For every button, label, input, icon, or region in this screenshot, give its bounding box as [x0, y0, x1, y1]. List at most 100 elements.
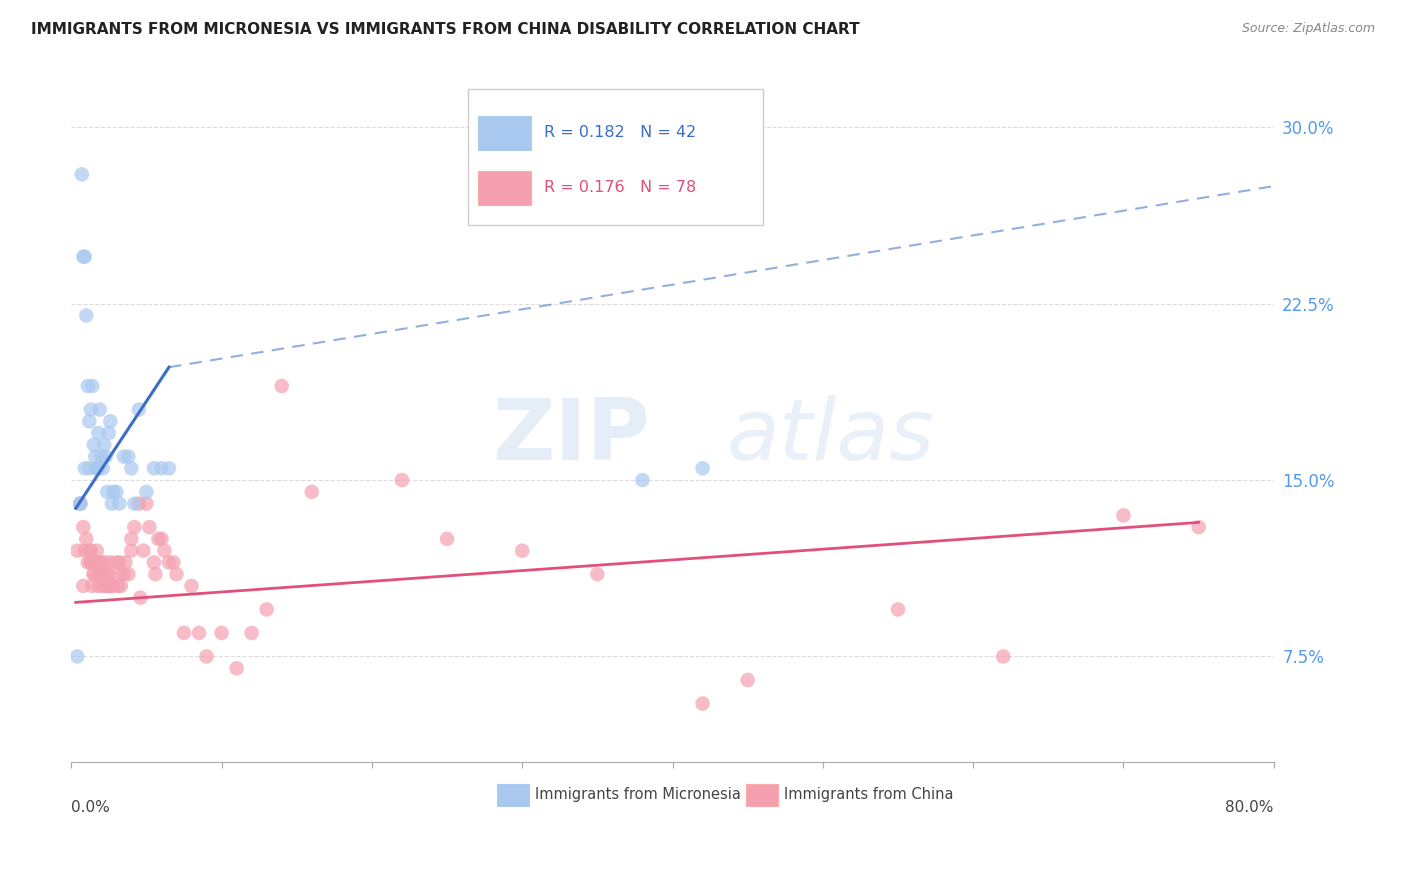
FancyBboxPatch shape [478, 116, 530, 150]
Text: Immigrants from Micronesia: Immigrants from Micronesia [536, 788, 741, 803]
Point [87, 461, 110, 475]
Point [103, 579, 125, 593]
Point [76, 555, 98, 569]
Point [93, 555, 115, 569]
Text: atlas: atlas [727, 395, 935, 478]
Point [101, 579, 124, 593]
Point [75, 532, 97, 546]
Point [108, 567, 131, 582]
Point [240, 626, 263, 640]
Point [110, 579, 132, 593]
Point [77, 414, 100, 428]
Point [101, 497, 124, 511]
Point [692, 697, 714, 711]
Point [69, 497, 91, 511]
Point [120, 543, 142, 558]
Point [72, 520, 94, 534]
Point [157, 461, 180, 475]
Point [150, 532, 173, 546]
Point [391, 473, 413, 487]
Point [86, 461, 108, 475]
Point [73, 250, 96, 264]
Point [148, 532, 170, 546]
Point [188, 626, 211, 640]
Point [301, 484, 323, 499]
Point [86, 461, 108, 475]
Point [89, 567, 111, 582]
Point [87, 579, 110, 593]
Point [80, 543, 103, 558]
Point [91, 579, 114, 593]
Point [114, 555, 136, 569]
Point [83, 567, 105, 582]
Point [211, 626, 233, 640]
Text: R = 0.182   N = 42: R = 0.182 N = 42 [544, 125, 696, 140]
Point [84, 555, 107, 569]
Point [737, 673, 759, 687]
Point [93, 567, 115, 582]
Point [90, 567, 112, 582]
Point [86, 543, 108, 558]
Point [586, 567, 609, 582]
Point [73, 461, 96, 475]
Point [129, 591, 152, 605]
Point [93, 438, 115, 452]
Point [80, 555, 103, 569]
Text: Source: ZipAtlas.com: Source: ZipAtlas.com [1241, 22, 1375, 36]
Point [153, 543, 176, 558]
Text: ZIP: ZIP [492, 395, 650, 478]
Point [97, 425, 120, 440]
FancyBboxPatch shape [745, 784, 779, 806]
Point [195, 649, 218, 664]
Point [80, 555, 103, 569]
Text: Immigrants from China: Immigrants from China [785, 788, 953, 803]
Point [83, 438, 105, 452]
Point [83, 567, 105, 582]
Point [135, 484, 157, 499]
Point [82, 379, 104, 393]
Point [128, 497, 150, 511]
Point [75, 309, 97, 323]
Point [84, 450, 107, 464]
Point [72, 250, 94, 264]
Point [66, 543, 89, 558]
Text: 80.0%: 80.0% [1226, 800, 1274, 815]
Point [108, 555, 131, 569]
Point [436, 532, 458, 546]
Point [97, 579, 120, 593]
Point [145, 567, 167, 582]
Point [77, 543, 100, 558]
Point [256, 602, 278, 616]
Point [120, 461, 142, 475]
Point [73, 543, 96, 558]
Point [90, 450, 112, 464]
Text: R = 0.176   N = 78: R = 0.176 N = 78 [544, 180, 696, 195]
Point [94, 579, 117, 593]
Point [77, 461, 100, 475]
Point [66, 649, 89, 664]
Point [157, 555, 180, 569]
Point [96, 567, 118, 582]
Point [94, 450, 117, 464]
Point [72, 579, 94, 593]
Point [225, 661, 247, 675]
Point [112, 567, 135, 582]
Point [112, 450, 135, 464]
Point [887, 602, 910, 616]
Point [82, 579, 104, 593]
Point [97, 579, 120, 593]
Point [91, 461, 114, 475]
FancyBboxPatch shape [496, 784, 530, 806]
Text: IMMIGRANTS FROM MICRONESIA VS IMMIGRANTS FROM CHINA DISABILITY CORRELATION CHART: IMMIGRANTS FROM MICRONESIA VS IMMIGRANTS… [31, 22, 859, 37]
Point [117, 567, 139, 582]
Point [150, 461, 173, 475]
Point [97, 567, 120, 582]
Point [98, 414, 121, 428]
Text: 0.0%: 0.0% [72, 800, 110, 815]
Point [76, 379, 98, 393]
Point [105, 484, 128, 499]
Point [80, 402, 103, 417]
FancyBboxPatch shape [468, 89, 762, 225]
Point [69, 497, 91, 511]
Point [89, 402, 111, 417]
